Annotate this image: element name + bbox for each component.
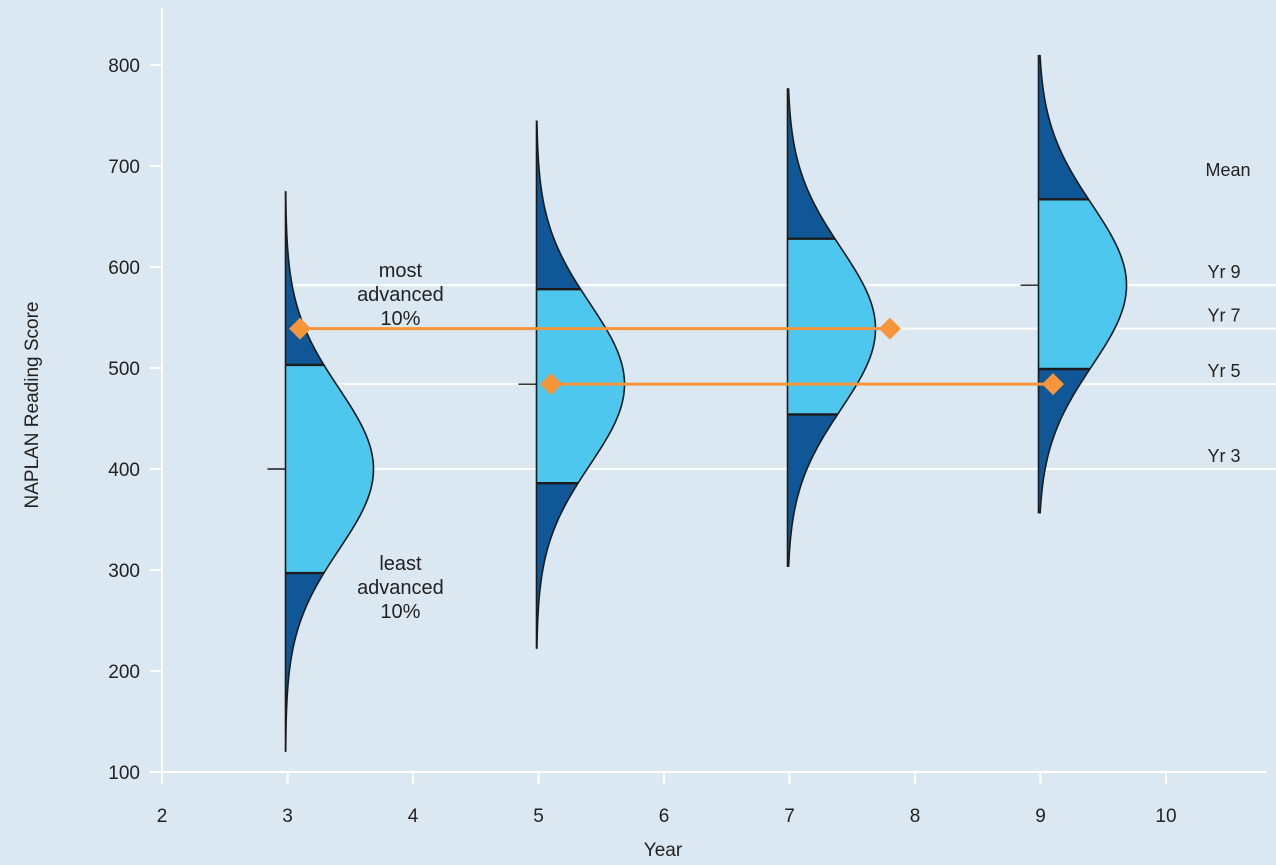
annotation-line: least <box>379 553 422 575</box>
upper-tail <box>1038 54 1089 200</box>
violin-year-7 <box>769 88 877 568</box>
violin-outline <box>284 191 375 752</box>
mean-reference-lines: Yr 9 Yr 7 Yr 5 Yr 3 Mean <box>284 160 1276 470</box>
x-tick-label: 10 <box>1155 806 1176 827</box>
lower-tail <box>1038 369 1090 514</box>
mean-line-label: Yr 9 <box>1207 262 1240 282</box>
middle-band <box>1038 199 1127 370</box>
middle-band <box>536 289 625 484</box>
y-tick-label: 200 <box>108 662 140 683</box>
annotation-line: advanced <box>357 284 444 306</box>
violin-year-3 <box>267 191 375 752</box>
upper-tail <box>285 191 324 365</box>
x-tick-label: 9 <box>1035 806 1046 827</box>
comparison-line <box>540 373 1065 396</box>
violin-plots <box>267 54 1128 752</box>
upper-tail <box>536 120 581 290</box>
mean-header: Mean <box>1205 160 1250 180</box>
y-tick-label: 400 <box>108 460 140 481</box>
y-tick-label: 800 <box>108 56 140 77</box>
lower-tail <box>536 483 579 649</box>
lower-tail <box>285 573 324 752</box>
x-axis-label: Year <box>644 840 683 861</box>
mean-line-label: Yr 7 <box>1207 306 1240 326</box>
violin-year-9 <box>1020 54 1128 514</box>
y-tick-label: 700 <box>108 157 140 178</box>
x-tick-label: 2 <box>157 806 168 827</box>
x-tick-label: 7 <box>784 806 795 827</box>
y-tick-label: 600 <box>108 258 140 279</box>
mean-line-label: Yr 3 <box>1207 446 1240 466</box>
x-tick-label: 8 <box>910 806 921 827</box>
annotation-line: advanced <box>357 577 444 599</box>
lower-tail <box>787 414 838 567</box>
x-tick-label: 5 <box>533 806 544 827</box>
diamond-marker <box>1042 373 1065 396</box>
annotation-line: 10% <box>380 601 420 623</box>
y-tick-label: 500 <box>108 359 140 380</box>
upper-tail <box>787 88 835 239</box>
violin-outline <box>1039 54 1128 514</box>
y-tick-label: 300 <box>108 561 140 582</box>
y-tick-label: 100 <box>108 763 140 784</box>
comparison-arrows <box>289 317 1065 396</box>
x-tick-label: 3 <box>282 806 293 827</box>
x-tick-label: 6 <box>659 806 670 827</box>
diamond-marker <box>540 373 563 396</box>
axes: 100 200 300 400 500 600 700 800 2 3 4 5 6 7 8 9 10 <box>108 8 1267 827</box>
comparison-line <box>289 317 901 340</box>
diamond-marker <box>289 317 312 340</box>
mean-line-label: Yr 5 <box>1207 361 1240 381</box>
x-tick-label: 4 <box>408 806 419 827</box>
diamond-marker <box>878 317 901 340</box>
y-axis-label: NAPLAN Reading Score <box>22 302 43 509</box>
middle-band <box>787 238 876 415</box>
annotation-line: 10% <box>380 308 420 330</box>
middle-band <box>285 364 374 574</box>
annotation-line: most <box>379 260 423 282</box>
